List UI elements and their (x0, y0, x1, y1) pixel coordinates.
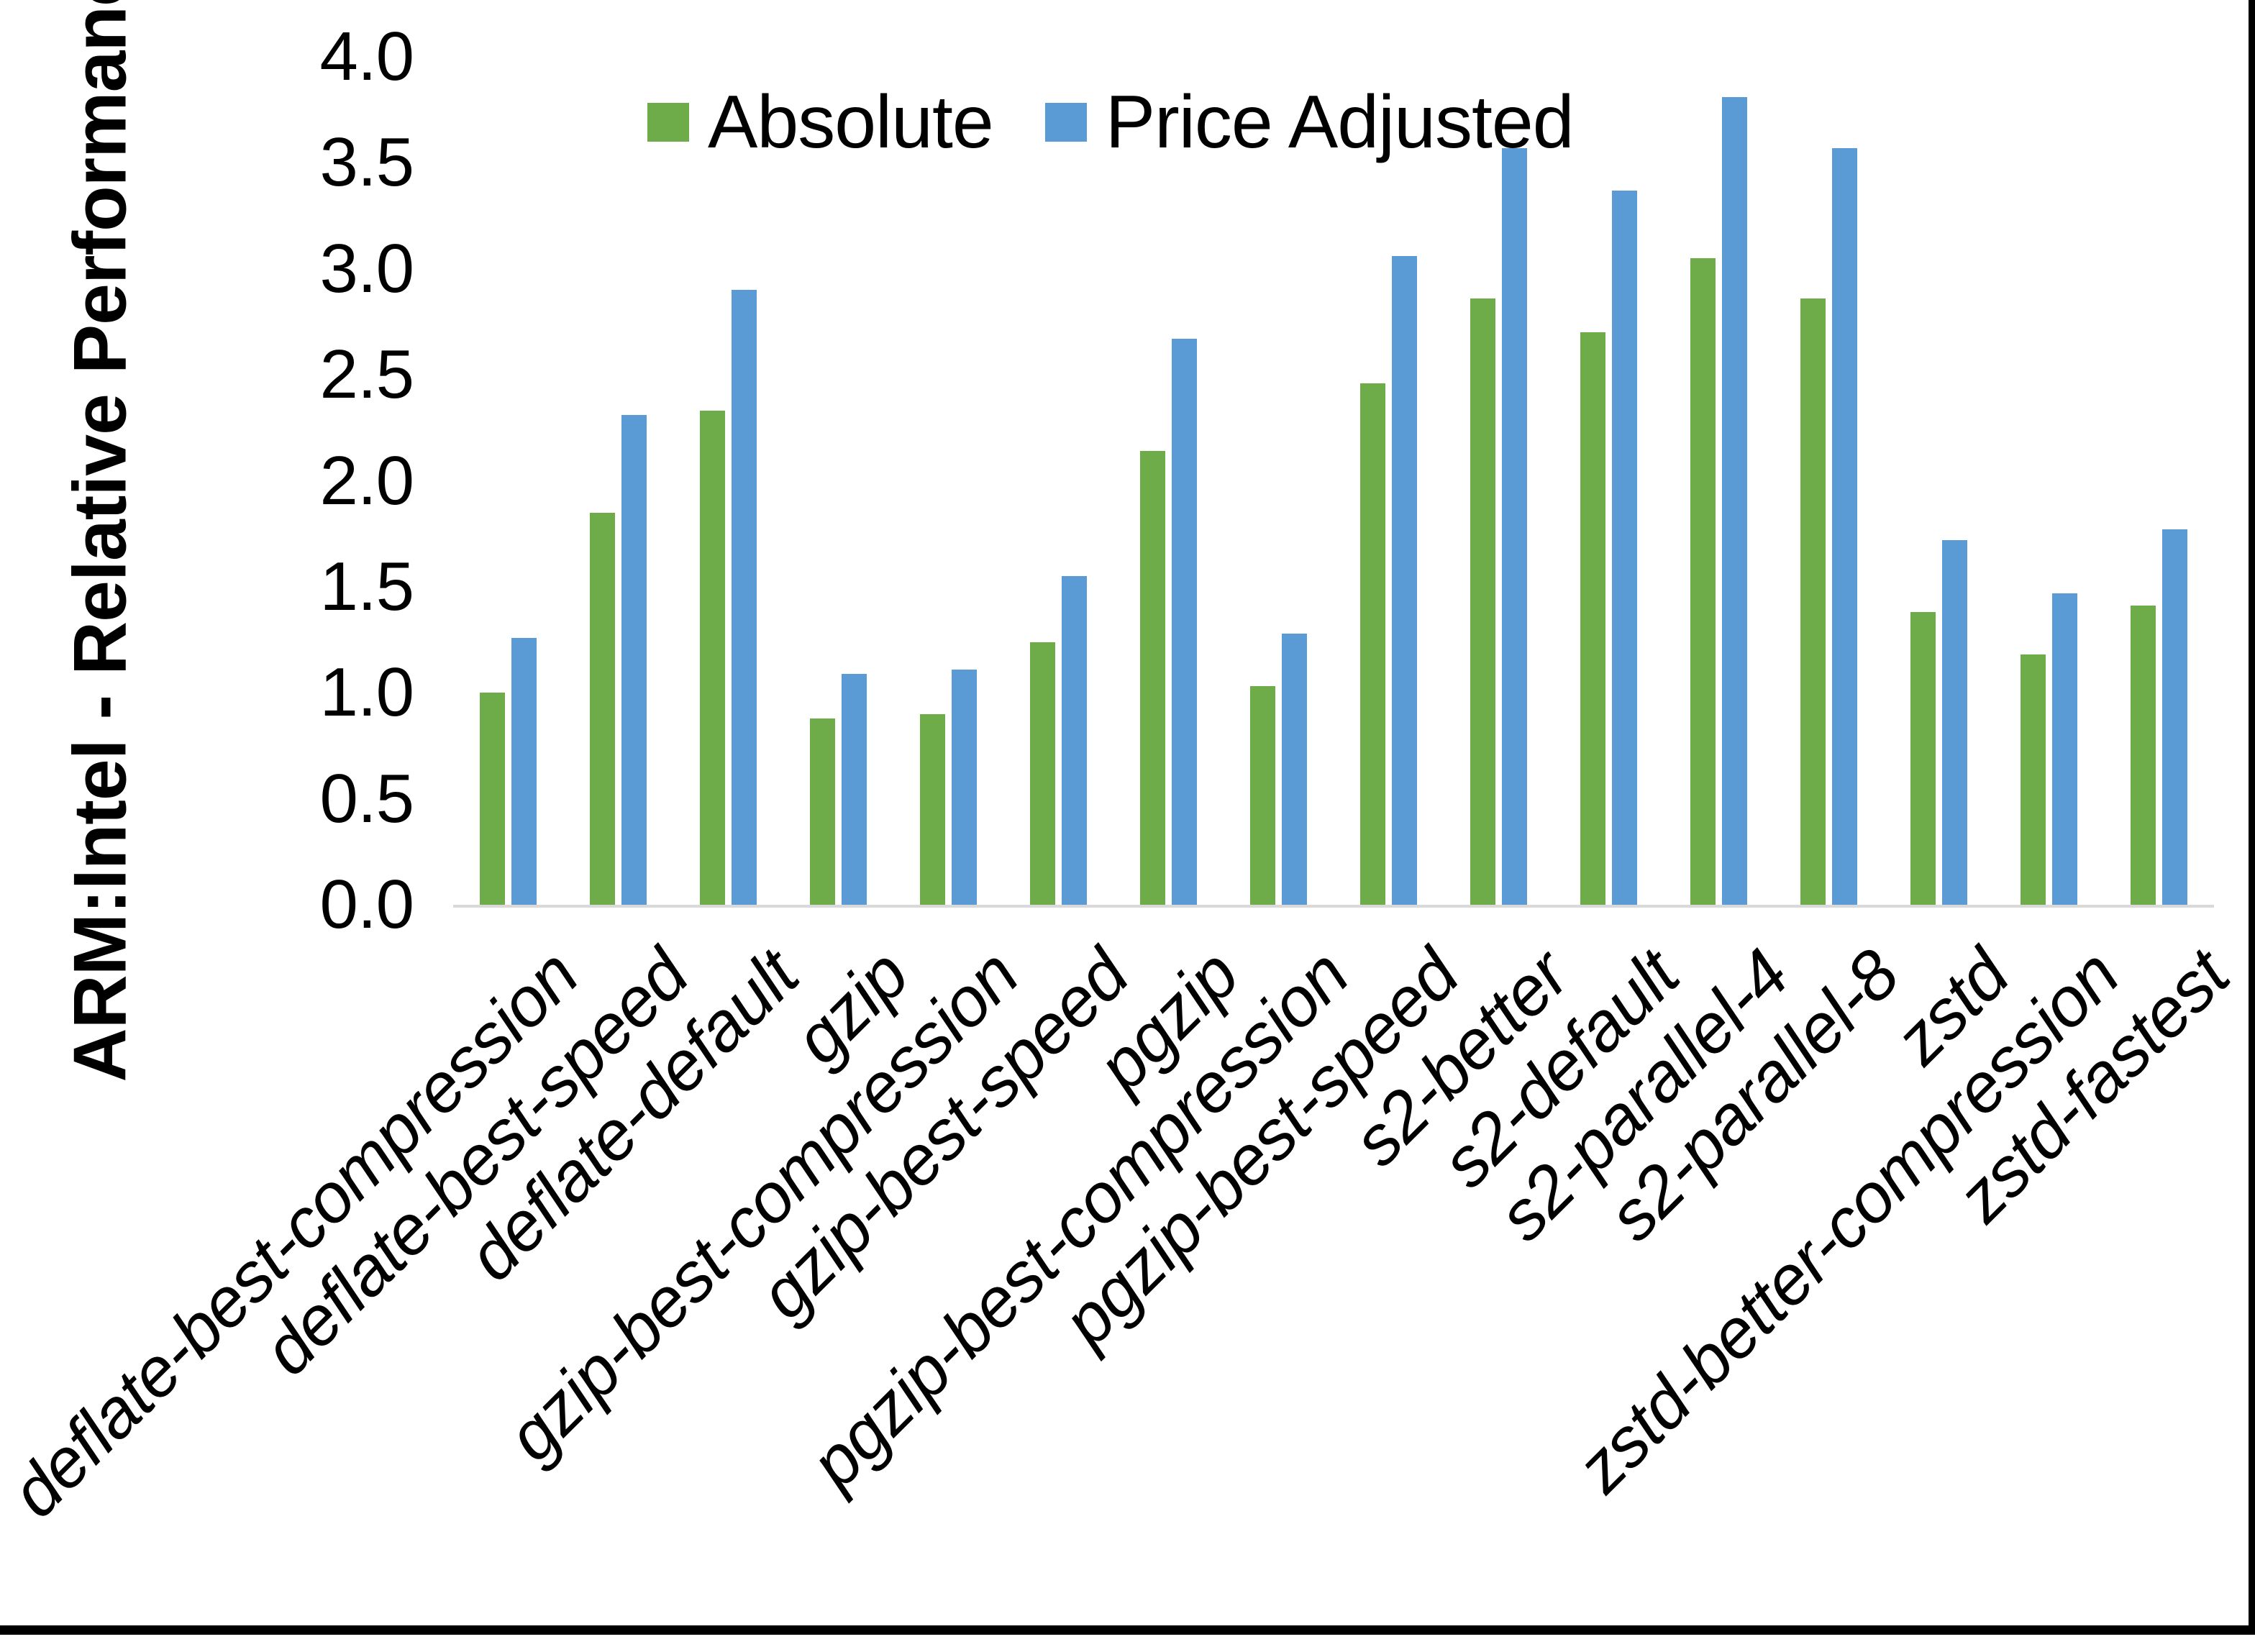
bar-absolute-s2-default (1580, 332, 1605, 905)
category-slot-s2-better (1444, 57, 1554, 905)
bar-price-adjusted-deflate-default (732, 290, 757, 905)
bar-price-adjusted-deflate-best-compression (511, 637, 537, 905)
bar-price-adjusted-zstd (1942, 540, 1967, 905)
y-tick-label-2.5: 2.5 (319, 336, 414, 414)
bar-absolute-zstd (1910, 612, 1936, 905)
bar-price-adjusted-gzip-best-compression (952, 669, 977, 905)
bar-price-adjusted-zstd-fastest (2162, 529, 2187, 905)
legend-label-price-adjusted: Price Adjusted (1105, 81, 1575, 164)
category-slot-pgzip-best-speed (1334, 57, 1444, 905)
bar-absolute-zstd-fastest (2131, 606, 2156, 905)
bar-absolute-pgzip-best-compression (1250, 686, 1275, 905)
category-slot-pgzip-best-compression (1224, 57, 1334, 905)
legend-item-absolute: Absolute (647, 79, 994, 165)
legend: Absolute Price Adjusted (647, 79, 1575, 165)
category-slot-deflate-best-speed (563, 57, 673, 905)
frame-border-right (2249, 0, 2255, 1635)
bar-absolute-deflate-best-speed (590, 512, 615, 905)
y-tick-label-4.0: 4.0 (319, 18, 414, 95)
category-slot-gzip-best-speed (1003, 57, 1113, 905)
y-tick-label-0.0: 0.0 (319, 866, 414, 943)
bar-absolute-gzip (810, 718, 835, 905)
category-slot-gzip (783, 57, 893, 905)
frame-border-bottom (0, 1625, 2255, 1635)
category-slot-s2-default (1554, 57, 1664, 905)
bar-price-adjusted-pgzip-best-speed (1392, 256, 1417, 905)
bar-absolute-s2-parallel-8 (1800, 298, 1826, 905)
bar-price-adjusted-pgzip (1172, 339, 1197, 905)
category-slot-zstd-better-compression (1994, 57, 2104, 905)
bar-price-adjusted-pgzip-best-compression (1282, 633, 1307, 905)
y-tick-label-3.0: 3.0 (319, 229, 414, 307)
category-slot-s2-parallel-4 (1664, 57, 1774, 905)
y-tick-label-1.5: 1.5 (319, 547, 414, 625)
plot-area (453, 57, 2214, 905)
bar-price-adjusted-s2-better (1502, 147, 1527, 905)
bar-price-adjusted-s2-parallel-4 (1722, 97, 1747, 905)
y-tick-label-0.5: 0.5 (319, 759, 414, 837)
category-slot-zstd (1884, 57, 1994, 905)
bar-price-adjusted-zstd-better-compression (2052, 593, 2077, 905)
y-tick-label-1.0: 1.0 (319, 654, 414, 731)
bar-price-adjusted-gzip (842, 673, 867, 905)
category-slot-pgzip (1113, 57, 1224, 905)
category-slot-zstd-fastest (2104, 57, 2214, 905)
legend-item-price-adjusted: Price Adjusted (1044, 79, 1575, 165)
bar-price-adjusted-gzip-best-speed (1062, 576, 1087, 905)
bar-absolute-zstd-better-compression (2021, 654, 2046, 905)
bar-absolute-pgzip-best-speed (1360, 383, 1385, 905)
legend-label-absolute: Absolute (708, 81, 994, 164)
category-slot-s2-parallel-8 (1774, 57, 1884, 905)
category-slot-deflate-default (673, 57, 783, 905)
y-tick-label-2.0: 2.0 (319, 442, 414, 519)
bar-price-adjusted-deflate-best-speed (621, 415, 647, 905)
legend-swatch-absolute-icon (647, 103, 689, 142)
bar-absolute-s2-better (1470, 298, 1495, 905)
category-slot-deflate-best-compression (453, 57, 563, 905)
legend-swatch-price-adjusted-icon (1044, 103, 1087, 142)
bar-absolute-gzip-best-speed (1030, 642, 1055, 905)
category-slot-gzip-best-compression (893, 57, 1003, 905)
bar-absolute-deflate-best-compression (480, 693, 505, 905)
bar-absolute-gzip-best-compression (920, 713, 945, 905)
bar-price-adjusted-s2-default (1612, 190, 1637, 905)
bar-price-adjusted-s2-parallel-8 (1832, 147, 1857, 905)
y-tick-label-3.5: 3.5 (319, 124, 414, 201)
bar-absolute-deflate-default (700, 411, 725, 905)
bar-absolute-pgzip (1140, 451, 1165, 905)
bar-absolute-s2-parallel-4 (1690, 258, 1716, 905)
x-axis-line (453, 905, 2214, 908)
